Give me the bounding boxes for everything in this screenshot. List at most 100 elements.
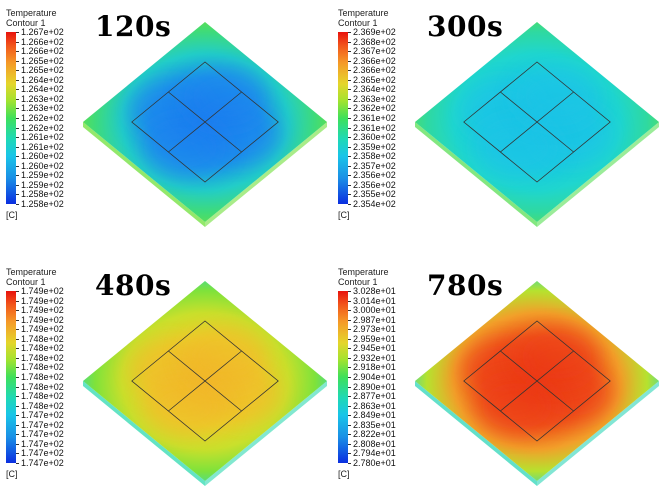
- legend-label: 2.959e+01: [353, 333, 396, 344]
- legend-label: 2.890e+01: [353, 381, 396, 392]
- legend-label: 2.794e+01: [353, 448, 396, 459]
- legend-label: 2.877e+01: [353, 391, 396, 402]
- color-bar-ticks: [16, 32, 20, 205]
- legend-label: 1.748e+02: [21, 381, 64, 392]
- contour-plate: [83, 22, 327, 227]
- legend-label: 1.262e+02: [21, 122, 64, 133]
- legend-label: 2.849e+01: [353, 410, 396, 421]
- panel-300s: Temperature Contour 1 2.369e+02 2.368e+02 2…: [332, 0, 664, 241]
- cell-outline: [463, 61, 611, 183]
- contour-plate: [83, 281, 327, 486]
- plate-edge: [83, 122, 205, 227]
- legend-label: 1.267e+02: [21, 27, 64, 37]
- legend-label: 1.748e+02: [21, 333, 64, 344]
- contour-lobe: [475, 376, 559, 436]
- legend-label: 1.747e+02: [21, 438, 64, 449]
- cell-divider: [168, 350, 242, 412]
- legend-label: 1.747e+02: [21, 458, 64, 468]
- legend-label: 2.367e+02: [353, 46, 396, 57]
- legend-label: 1.748e+02: [21, 391, 64, 402]
- cell-divider: [500, 91, 574, 153]
- legend-label: 1.749e+02: [21, 324, 64, 335]
- cell-outline: [131, 61, 279, 183]
- legend-label: 1.266e+02: [21, 36, 64, 47]
- legend-label: 2.932e+01: [353, 352, 396, 363]
- legend-label: 1.265e+02: [21, 55, 64, 66]
- unit-label: [C]: [6, 210, 18, 220]
- legend-label: 1.747e+02: [21, 419, 64, 430]
- contour-lobe: [143, 376, 227, 436]
- legend-label: 1.748e+02: [21, 352, 64, 363]
- legend-label: 2.362e+02: [353, 103, 396, 114]
- color-bar-ticks: [348, 291, 352, 464]
- cell-outline: [463, 320, 611, 442]
- contour-plate: [415, 281, 659, 486]
- legend-label: 2.987e+01: [353, 314, 396, 325]
- legend-label: 1.263e+02: [21, 103, 64, 114]
- time-label: 780s: [427, 269, 504, 302]
- legend-label: 2.361e+02: [353, 113, 396, 123]
- legend-label: 2.355e+02: [353, 189, 396, 200]
- legend-label: 3.028e+01: [353, 286, 396, 296]
- legend-label: 1.260e+02: [21, 160, 64, 171]
- unit-label: [C]: [6, 469, 18, 479]
- cell-divider: [500, 350, 574, 412]
- legend-label: 1.264e+02: [21, 84, 64, 95]
- legend-label: 1.748e+02: [21, 372, 64, 382]
- legend-label: 2.358e+02: [353, 151, 396, 162]
- legend-label: 1.264e+02: [21, 74, 64, 85]
- plate-edge: [83, 381, 205, 486]
- legend-label: 2.904e+01: [353, 372, 396, 382]
- legend-label: 1.260e+02: [21, 151, 64, 162]
- contour-lobe: [143, 117, 227, 177]
- legend-label: 2.361e+02: [353, 122, 396, 133]
- plate-edge: [415, 122, 537, 227]
- legend-label: 2.368e+02: [353, 36, 396, 47]
- plate-edge: [205, 122, 327, 227]
- legend-label: 2.356e+02: [353, 170, 396, 181]
- legend-label: 1.749e+02: [21, 305, 64, 316]
- legend-label: 1.265e+02: [21, 65, 64, 76]
- legend-label: 2.973e+01: [353, 324, 396, 335]
- plate-edge: [537, 381, 659, 486]
- legend-title: Temperature Contour 1: [6, 8, 57, 28]
- color-bar: [338, 32, 348, 204]
- legend-label: 2.822e+01: [353, 429, 396, 440]
- color-bar: [6, 291, 16, 463]
- legend-label: 2.354e+02: [353, 199, 396, 209]
- contour-lobe: [475, 117, 559, 177]
- legend-label: 2.366e+02: [353, 55, 396, 66]
- cell-outline: [131, 320, 279, 442]
- legend-label: 1.748e+02: [21, 400, 64, 411]
- legend-label: 2.364e+02: [353, 84, 396, 95]
- contour-plate: [415, 22, 659, 227]
- legend-label: 1.747e+02: [21, 448, 64, 459]
- legend-label: 2.808e+01: [353, 438, 396, 449]
- plate-edge: [205, 381, 327, 486]
- legend-label: 1.747e+02: [21, 429, 64, 440]
- legend-label: 1.262e+02: [21, 113, 64, 123]
- legend-label: 1.266e+02: [21, 46, 64, 57]
- legend-label: 1.258e+02: [21, 189, 64, 200]
- legend-label: 1.261e+02: [21, 132, 64, 143]
- legend-label: 1.259e+02: [21, 170, 64, 181]
- legend-label: 2.780e+01: [353, 458, 396, 468]
- legend-label: 2.359e+02: [353, 141, 396, 152]
- legend-label: 1.748e+02: [21, 362, 64, 373]
- legend-label: 2.369e+02: [353, 27, 396, 37]
- legend-label: 1.748e+02: [21, 343, 64, 354]
- color-bar: [338, 291, 348, 463]
- legend-title: Temperature Contour 1: [338, 8, 389, 28]
- legend-label: 2.945e+01: [353, 343, 396, 354]
- contour-lobe: [515, 67, 599, 127]
- color-bar: [6, 32, 16, 204]
- legend-label: 1.258e+02: [21, 199, 64, 209]
- legend-label: 3.014e+01: [353, 295, 396, 306]
- plate-edge: [537, 122, 659, 227]
- contour-lobe: [515, 326, 599, 386]
- legend-label: 2.835e+01: [353, 419, 396, 430]
- cell-divider: [168, 91, 242, 153]
- legend-label: 2.863e+01: [353, 400, 396, 411]
- color-bar-ticks: [16, 291, 20, 464]
- plate-edge: [415, 381, 537, 486]
